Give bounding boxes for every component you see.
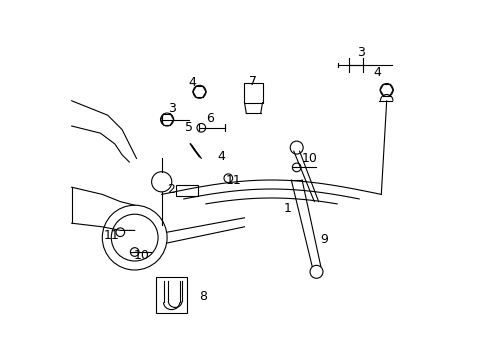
Text: 4: 4: [373, 66, 381, 78]
Bar: [156, 277, 186, 313]
Text: 10: 10: [301, 152, 317, 165]
Text: 5: 5: [184, 121, 192, 134]
Text: 11: 11: [225, 174, 241, 186]
Text: 4: 4: [217, 150, 224, 163]
Text: 3: 3: [168, 102, 176, 114]
Text: 3: 3: [357, 46, 365, 59]
Text: 1: 1: [283, 202, 291, 215]
Text: 4: 4: [188, 76, 196, 89]
Bar: [176, 185, 197, 196]
Text: 7: 7: [249, 75, 257, 87]
Bar: [244, 83, 262, 103]
Text: 10: 10: [134, 249, 149, 262]
Text: 11: 11: [103, 229, 119, 242]
Text: 6: 6: [206, 112, 214, 125]
Text: 8: 8: [199, 291, 207, 303]
Text: 9: 9: [319, 233, 327, 246]
Text: 2: 2: [166, 183, 174, 195]
